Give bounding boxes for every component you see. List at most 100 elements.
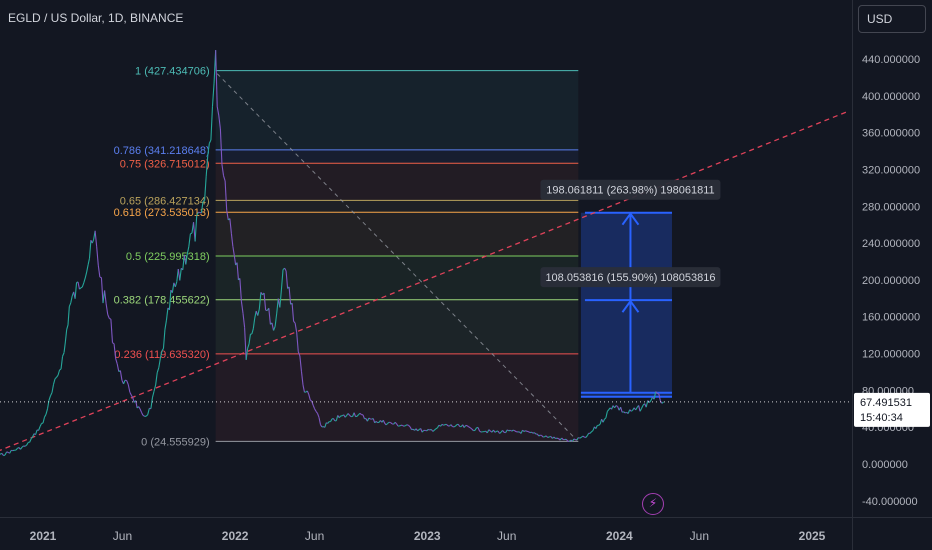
price-axis-panel[interactable] bbox=[852, 0, 932, 550]
price-segment bbox=[541, 435, 544, 438]
price-segment bbox=[547, 436, 550, 438]
price-segment bbox=[196, 212, 199, 217]
time-tick-label: Jun bbox=[497, 529, 516, 543]
price-segment bbox=[80, 286, 83, 289]
price-segment bbox=[50, 392, 53, 396]
price-segment bbox=[420, 428, 423, 433]
price-segment bbox=[107, 314, 110, 319]
price-segment bbox=[585, 435, 588, 438]
fib-band bbox=[215, 163, 579, 201]
price-segment bbox=[194, 215, 198, 242]
price-segment bbox=[545, 435, 549, 438]
price-segment bbox=[511, 429, 514, 432]
price-segment bbox=[165, 307, 169, 321]
trend-line[interactable] bbox=[0, 110, 849, 454]
price-segment bbox=[299, 355, 302, 372]
price-segment bbox=[294, 322, 298, 333]
price-segment bbox=[412, 428, 415, 431]
price-segment bbox=[443, 424, 446, 426]
price-segment bbox=[204, 176, 207, 201]
fibonacci-levels[interactable] bbox=[215, 70, 579, 442]
price-segment bbox=[135, 400, 138, 409]
projection-box[interactable] bbox=[580, 212, 672, 397]
price-segment bbox=[604, 417, 607, 420]
price-segment bbox=[375, 421, 378, 424]
price-tick-label: -40.000000 bbox=[862, 496, 918, 508]
price-segment bbox=[211, 83, 215, 107]
price-segment bbox=[104, 290, 107, 305]
price-segment bbox=[66, 324, 69, 330]
price-segment bbox=[94, 230, 98, 247]
price-segment bbox=[64, 329, 68, 343]
fib-diagonal-line[interactable] bbox=[216, 73, 578, 441]
price-segment bbox=[186, 246, 190, 255]
price-segment bbox=[215, 50, 218, 107]
price-segment bbox=[91, 239, 95, 244]
price-segment bbox=[450, 424, 453, 427]
fib-level-label: 0.236 (119.635320) bbox=[114, 349, 209, 361]
price-segment bbox=[582, 435, 585, 438]
price-segment bbox=[219, 128, 223, 165]
fib-band bbox=[215, 353, 579, 442]
price-segment bbox=[79, 287, 82, 290]
price-segment bbox=[477, 427, 481, 432]
price-segment bbox=[87, 258, 91, 266]
price-segment bbox=[150, 397, 154, 409]
price-segment bbox=[174, 281, 178, 287]
drawing-lines[interactable] bbox=[0, 73, 849, 455]
price-segment bbox=[35, 429, 38, 435]
time-tick-label: 2024 bbox=[606, 529, 633, 543]
price-segment bbox=[88, 240, 92, 259]
price-segment bbox=[240, 301, 244, 314]
price-segment bbox=[579, 436, 582, 439]
price-segment bbox=[655, 391, 658, 394]
bolt-icon[interactable]: ⚡ bbox=[642, 493, 664, 515]
price-segment bbox=[52, 378, 56, 385]
price-segment bbox=[142, 414, 145, 417]
currency-button[interactable]: USD bbox=[858, 5, 926, 33]
price-segment bbox=[506, 429, 510, 432]
price-segment bbox=[338, 415, 342, 419]
price-segment bbox=[297, 351, 301, 357]
chart-title: EGLD / US Dollar, 1D, BINANCE bbox=[8, 11, 184, 25]
price-segment bbox=[229, 218, 232, 234]
projection-tool[interactable] bbox=[580, 211, 672, 398]
price-segment bbox=[344, 415, 348, 418]
price-segment bbox=[586, 432, 590, 437]
price-segment bbox=[538, 434, 541, 437]
price-segment bbox=[623, 411, 626, 414]
price-segment bbox=[615, 405, 618, 407]
price-segment bbox=[553, 436, 556, 439]
price-segment bbox=[493, 429, 496, 433]
price-segment bbox=[29, 438, 32, 443]
price-segment bbox=[242, 313, 246, 328]
price-segment bbox=[599, 419, 603, 425]
price-segment bbox=[84, 271, 88, 279]
price-segment bbox=[502, 430, 505, 433]
price-segment bbox=[514, 430, 517, 433]
price-segment bbox=[469, 427, 473, 430]
projection-arrow-head bbox=[621, 299, 640, 313]
price-segment bbox=[68, 302, 72, 307]
fibonacci-background bbox=[215, 70, 579, 442]
price-segment bbox=[658, 393, 661, 402]
price-segment bbox=[110, 319, 114, 343]
price-segment bbox=[291, 303, 295, 322]
price-segment bbox=[330, 418, 333, 422]
price-segment bbox=[372, 418, 376, 423]
price-segment bbox=[271, 322, 275, 331]
price-segment bbox=[578, 437, 581, 439]
price-segment bbox=[276, 298, 279, 314]
price-segment bbox=[366, 417, 370, 422]
fib-level-label: 0.786 (341.218648) bbox=[114, 145, 210, 157]
price-segment bbox=[155, 372, 158, 386]
price-segment bbox=[606, 409, 610, 412]
time-tick-label: 2023 bbox=[414, 529, 441, 543]
price-segment bbox=[112, 342, 115, 345]
price-segment bbox=[83, 277, 86, 283]
price-segment bbox=[207, 143, 210, 156]
time-axis-panel[interactable] bbox=[0, 517, 852, 550]
